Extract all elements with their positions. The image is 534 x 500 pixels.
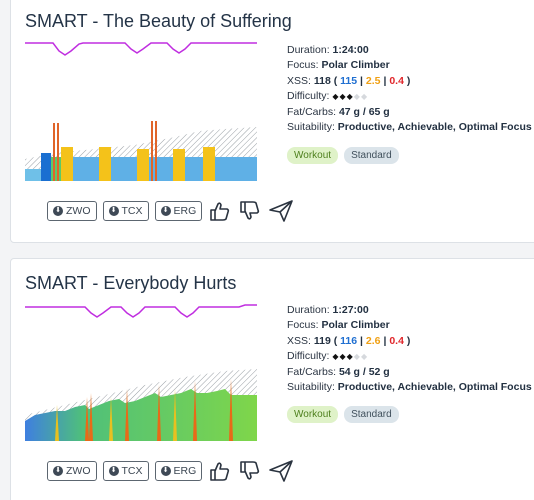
xss-value: 119 — [313, 334, 331, 347]
download-circle-icon: ⬇ — [108, 206, 119, 216]
diamond-icon: ◆◆◆ — [332, 352, 354, 362]
xss-peak: 0.4 — [389, 74, 404, 87]
xss-label: XSS: — [287, 74, 311, 87]
download-circle-icon: ⬇ — [108, 466, 119, 476]
download-erg-button[interactable]: ⬇ ERG — [154, 201, 203, 221]
fatcarbs-label: Fat/Carbs: — [287, 365, 337, 378]
xss-value: 118 — [313, 74, 331, 87]
focus-label: Focus: — [287, 59, 319, 72]
fatcarbs-value: 47 g / 65 g — [338, 105, 390, 118]
duration-label: Duration: — [287, 44, 330, 56]
paper-plane-icon[interactable] — [268, 199, 294, 223]
workout-details: Duration: 1:24:00 Focus: Polar Climber X… — [287, 44, 532, 134]
download-zwo-button[interactable]: ⬇ ZWO — [47, 461, 97, 481]
xss-high: 2.5 — [365, 74, 381, 87]
xss-high: 2.6 — [365, 334, 381, 347]
action-bar: ⬇ ZWO ⬇ TCX ⬇ ERG — [47, 199, 294, 223]
xss-low: 115 — [340, 74, 358, 87]
diamond-empty-icon: ◆◆ — [353, 352, 369, 362]
thumbs-up-icon[interactable] — [208, 199, 232, 223]
suitability-value: Productive, Achievable, Optimal Focus — [337, 121, 532, 134]
download-zwo-button[interactable]: ⬇ ZWO — [47, 201, 97, 221]
diamond-empty-icon: ◆◆ — [353, 92, 369, 102]
thumbs-down-icon[interactable] — [238, 459, 262, 483]
suitability-label: Suitability: — [287, 121, 335, 134]
duration-value: 1:24:00 — [332, 44, 369, 56]
thumbs-down-icon[interactable] — [238, 199, 262, 223]
difficulty-label: Difficulty: — [287, 90, 330, 103]
suitability-label: Suitability: — [287, 381, 335, 394]
power-area — [25, 389, 257, 441]
download-tcx-button[interactable]: ⬇ TCX — [102, 461, 149, 481]
xss-peak: 0.4 — [389, 334, 404, 347]
download-tcx-button[interactable]: ⬇ TCX — [102, 201, 149, 221]
focus-label: Focus: — [287, 319, 319, 332]
fatcarbs-value: 54 g / 52 g — [338, 365, 390, 378]
workout-profile-chart — [25, 301, 257, 441]
download-circle-icon: ⬇ — [160, 206, 171, 216]
download-circle-icon: ⬇ — [53, 466, 63, 476]
duration-label: Duration: — [287, 304, 330, 316]
paper-plane-icon[interactable] — [268, 459, 294, 483]
tag-standard[interactable]: Standard — [344, 147, 399, 164]
cadence-trace — [25, 42, 257, 56]
thumbs-up-icon[interactable] — [208, 459, 232, 483]
workout-title[interactable]: SMART - The Beauty of Suffering — [25, 11, 292, 31]
tag-list: Workout Standard — [287, 406, 399, 423]
tag-list: Workout Standard — [287, 147, 399, 164]
focus-value: Polar Climber — [321, 319, 390, 332]
cadence-trace — [25, 304, 257, 318]
workout-card: SMART - The Beauty of Suffering — [10, 0, 534, 243]
download-circle-icon: ⬇ — [53, 206, 63, 216]
xss-low: 116 — [340, 334, 358, 347]
tag-standard[interactable]: Standard — [344, 406, 399, 423]
fatcarbs-label: Fat/Carbs: — [287, 105, 337, 118]
workout-profile-chart — [25, 41, 257, 181]
tag-workout[interactable]: Workout — [287, 147, 339, 164]
workout-details: Duration: 1:27:00 Focus: Polar Climber X… — [287, 304, 532, 394]
download-erg-button[interactable]: ⬇ ERG — [154, 461, 203, 481]
xss-label: XSS: — [287, 334, 311, 347]
focus-value: Polar Climber — [321, 59, 390, 72]
difficulty-label: Difficulty: — [287, 350, 330, 363]
tag-workout[interactable]: Workout — [287, 406, 339, 423]
suitability-value: Productive, Achievable, Optimal Focus — [337, 381, 532, 394]
workout-card: SMART - Everybody Hurts — [10, 258, 534, 500]
diamond-icon: ◆◆◆ — [332, 92, 354, 102]
action-bar: ⬇ ZWO ⬇ TCX ⬇ ERG — [47, 459, 294, 483]
duration-value: 1:27:00 — [332, 304, 369, 316]
workout-title[interactable]: SMART - Everybody Hurts — [25, 273, 237, 293]
download-circle-icon: ⬇ — [160, 466, 171, 476]
